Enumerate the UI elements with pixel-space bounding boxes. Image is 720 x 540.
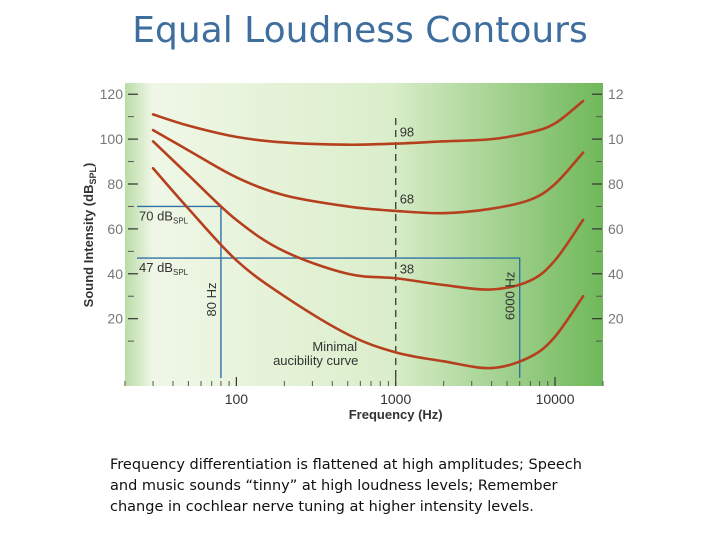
guide-70-freq-label: 80 Hz: [204, 282, 219, 316]
guide-70-level-label: 70 dBSPL: [139, 208, 189, 225]
x-tick-label: 1000: [380, 391, 411, 407]
x-axis-label: Frequency (Hz): [349, 407, 443, 422]
y-axis-label: Sound Intensity (dBSPL): [81, 163, 98, 308]
loudness-contour-2: [151, 128, 585, 215]
guide-47-freq-label: 6000 Hz: [503, 272, 518, 320]
y-tick-label-right: 10: [608, 131, 624, 147]
equal-loudness-chart: 20 20 40 40 60 60 80 80 100 10 120 12 100 1000 10000 Fr…: [81, 83, 624, 422]
loudness-contour-4: [151, 166, 585, 370]
minimal-curve-label-line-1: Minimal: [312, 339, 357, 354]
x-tick-label: 10000: [536, 391, 575, 407]
guide-47-level-label: 47 dBSPL: [139, 260, 189, 277]
loudness-contour-1: [151, 99, 585, 147]
y-tick-label-left: 120: [100, 86, 124, 102]
page-title: Equal Loudness Contours: [132, 10, 588, 51]
contour-label-98: 98: [400, 124, 414, 139]
y-tick-label-left: 40: [107, 266, 123, 282]
y-tick-label-right: 80: [608, 176, 624, 192]
y-tick-label-right: 40: [608, 266, 624, 282]
y-tick-label-left: 80: [107, 176, 123, 192]
y-tick-label-right: 20: [608, 311, 624, 327]
contour-label-68: 68: [400, 192, 414, 207]
y-tick-label-right: 60: [608, 221, 624, 237]
y-tick-label-left: 20: [107, 311, 123, 327]
y-tick-label-left: 60: [107, 221, 123, 237]
contour-label-38: 38: [400, 261, 414, 276]
minimal-curve-label-line-2: aucibility curve: [273, 353, 358, 368]
y-tick-label-right: 12: [608, 86, 624, 102]
loudness-contour-3: [151, 140, 585, 291]
caption: Frequency differentiation is flattened a…: [110, 457, 582, 515]
x-tick-label: 100: [225, 391, 249, 407]
y-tick-label-left: 100: [100, 131, 124, 147]
plot-left-shade: [125, 83, 153, 386]
guide-47-line: [137, 257, 521, 378]
